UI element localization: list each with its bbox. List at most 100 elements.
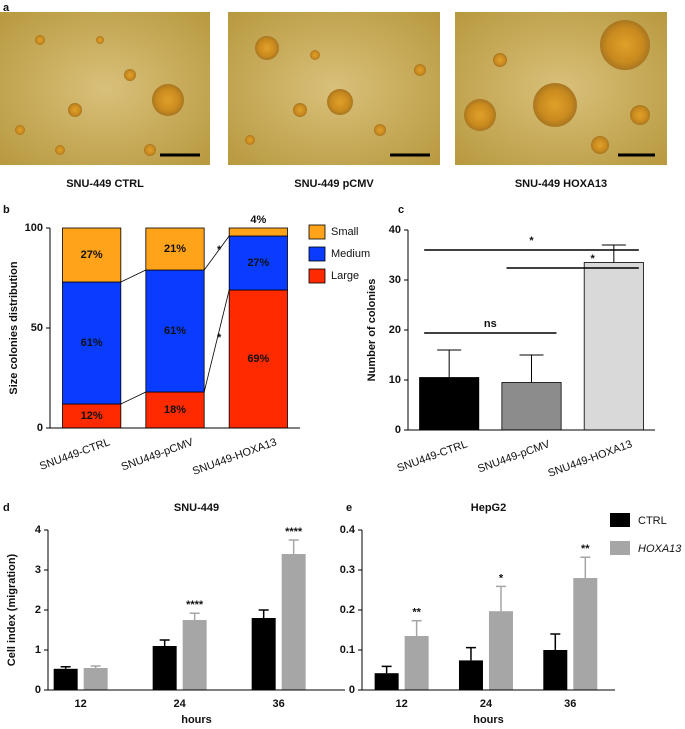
error-bar bbox=[495, 585, 506, 612]
significance-label: * bbox=[499, 572, 504, 584]
annotation: * bbox=[591, 253, 596, 265]
bar bbox=[501, 382, 562, 431]
bar bbox=[488, 611, 513, 690]
y-tick-label: 0.3 bbox=[340, 564, 355, 576]
x-tick-label: SNU449-CTRL bbox=[396, 438, 470, 475]
bar bbox=[281, 554, 306, 690]
x-tick-label: 36 bbox=[273, 698, 285, 710]
error-bar bbox=[519, 354, 544, 383]
error-bar bbox=[60, 666, 71, 669]
value-label: 21% bbox=[164, 243, 186, 255]
connector bbox=[203, 289, 230, 393]
error-bar bbox=[159, 639, 170, 646]
value-label: 27% bbox=[81, 249, 103, 261]
bar bbox=[374, 673, 399, 690]
y-tick-label: 0.1 bbox=[340, 644, 355, 656]
y-axis-label: Size colonies distribution bbox=[8, 261, 20, 395]
error-bar bbox=[465, 646, 476, 661]
value-label: 69% bbox=[247, 353, 269, 365]
x-tick-label: 12 bbox=[396, 698, 408, 710]
x-tick-label: 12 bbox=[75, 698, 87, 710]
legend-label: Small bbox=[331, 226, 359, 238]
bar bbox=[419, 377, 480, 431]
error-bar bbox=[288, 539, 299, 554]
y-tick-label: 0 bbox=[349, 684, 355, 696]
bar bbox=[543, 650, 568, 690]
legend-swatch bbox=[308, 224, 326, 240]
y-tick-label: 30 bbox=[389, 274, 401, 286]
legend-swatch bbox=[308, 268, 326, 284]
panel-label: b bbox=[3, 204, 10, 216]
bar bbox=[182, 620, 207, 690]
legend-label: CTRL bbox=[638, 515, 667, 527]
x-tick-label: 24 bbox=[480, 698, 493, 710]
bar-segment bbox=[228, 235, 288, 291]
x-tick-label: SNU449-pCMV bbox=[476, 438, 552, 475]
annotation: * bbox=[217, 332, 222, 344]
legend-label: HOXA13 bbox=[638, 543, 682, 555]
y-tick-label: 100 bbox=[25, 222, 43, 234]
error-bar bbox=[189, 612, 200, 620]
bar-segment bbox=[145, 227, 205, 271]
connector bbox=[120, 269, 147, 283]
x-tick-label: 36 bbox=[564, 698, 576, 710]
x-tick-label: SNU449-HOXA13 bbox=[191, 436, 278, 478]
panel-label: c bbox=[398, 204, 404, 216]
chart-title: SNU-449 bbox=[174, 502, 219, 514]
bar bbox=[83, 668, 108, 690]
y-tick-label: 0 bbox=[35, 684, 41, 696]
y-tick-label: 10 bbox=[389, 374, 401, 386]
panel-label: e bbox=[346, 502, 352, 514]
connector bbox=[120, 391, 147, 405]
bar bbox=[404, 636, 429, 690]
photo-caption: SNU-449 pCMV bbox=[294, 178, 374, 190]
bar bbox=[573, 578, 598, 690]
value-label: 61% bbox=[81, 337, 103, 349]
y-tick-label: 0 bbox=[395, 424, 401, 436]
significance-label: **** bbox=[186, 599, 204, 611]
photo bbox=[455, 12, 667, 165]
bar bbox=[458, 660, 483, 690]
y-tick-label: 40 bbox=[389, 224, 401, 236]
value-label: 12% bbox=[81, 410, 103, 422]
y-tick-label: 2 bbox=[35, 604, 41, 616]
y-tick-label: 3 bbox=[35, 564, 41, 576]
value-label: 18% bbox=[164, 404, 186, 416]
error-bar bbox=[90, 665, 101, 668]
legend-label: Medium bbox=[331, 248, 370, 260]
y-tick-label: 0.2 bbox=[340, 604, 355, 616]
x-tick-label: SNU449-pCMV bbox=[120, 436, 196, 473]
chart-title: HepG2 bbox=[471, 502, 506, 514]
legend-label: Large bbox=[331, 270, 359, 282]
bar-segment bbox=[62, 281, 122, 405]
value-label: 4% bbox=[250, 214, 266, 226]
error-bar bbox=[437, 349, 462, 378]
value-label: 61% bbox=[164, 325, 186, 337]
photo bbox=[228, 12, 440, 165]
bar bbox=[152, 646, 177, 690]
y-axis-label: Number of colonies bbox=[366, 279, 378, 382]
y-tick-label: 0 bbox=[37, 422, 43, 434]
error-bar bbox=[580, 556, 591, 578]
legend-swatch bbox=[610, 513, 630, 527]
bar-segment bbox=[228, 227, 288, 237]
y-tick-label: 20 bbox=[389, 324, 401, 336]
error-bar bbox=[411, 620, 422, 636]
y-tick-label: 0.4 bbox=[340, 524, 356, 536]
x-axis-label: hours bbox=[181, 714, 212, 726]
y-axis-label: Cell index (migration) bbox=[6, 553, 18, 666]
annotation: * bbox=[217, 244, 222, 256]
panel-label: a bbox=[3, 2, 10, 14]
annotation: * bbox=[529, 235, 534, 247]
bar-segment bbox=[62, 227, 122, 283]
x-tick-label: SNU449-HOXA13 bbox=[546, 438, 633, 480]
legend-swatch bbox=[610, 541, 630, 555]
y-tick-label: 50 bbox=[31, 322, 43, 334]
y-tick-label: 1 bbox=[35, 644, 41, 656]
bar bbox=[583, 262, 644, 431]
x-axis-label: hours bbox=[473, 714, 504, 726]
photo-caption: SNU-449 CTRL bbox=[66, 178, 144, 190]
significance-label: ** bbox=[412, 607, 421, 619]
x-tick-label: SNU449-CTRL bbox=[38, 436, 112, 473]
